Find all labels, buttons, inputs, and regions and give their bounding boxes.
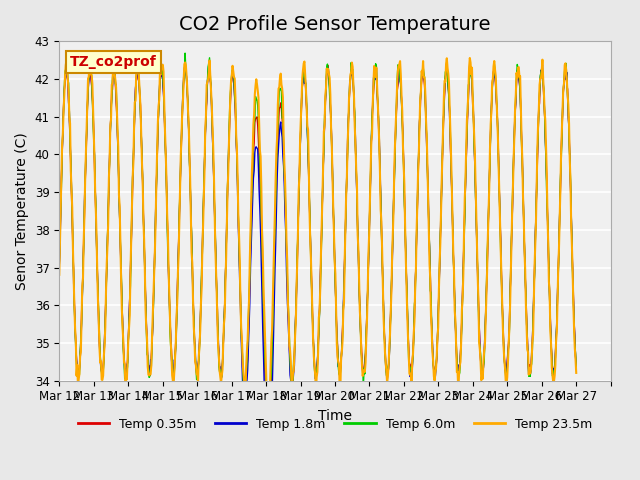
Legend: Temp 0.35m, Temp 1.8m, Temp 6.0m, Temp 23.5m: Temp 0.35m, Temp 1.8m, Temp 6.0m, Temp 2… — [73, 413, 597, 436]
Text: TZ_co2prof: TZ_co2prof — [70, 55, 157, 69]
Title: CO2 Profile Sensor Temperature: CO2 Profile Sensor Temperature — [179, 15, 491, 34]
Y-axis label: Senor Temperature (C): Senor Temperature (C) — [15, 132, 29, 290]
X-axis label: Time: Time — [318, 409, 352, 423]
